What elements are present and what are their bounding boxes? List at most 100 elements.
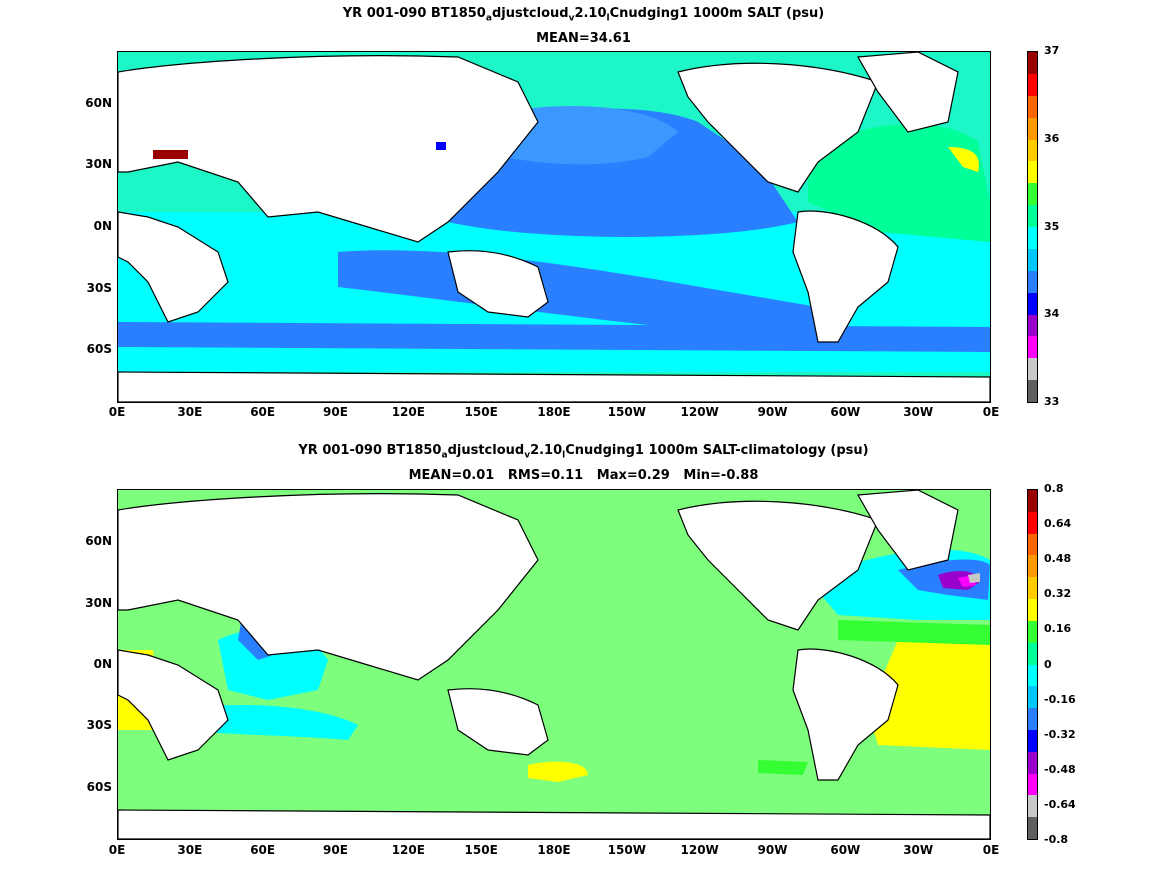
anomaly-colorbar xyxy=(1027,489,1038,840)
colorbar-segment xyxy=(1028,183,1037,206)
p2-ytick-30s: 30S xyxy=(86,718,112,732)
colorbar-segment xyxy=(1028,664,1037,687)
p2-xtick: 0E xyxy=(108,843,126,857)
colorbar-segment xyxy=(1028,729,1037,752)
p1-xtick: 150W xyxy=(607,405,646,419)
southern-ocean-band xyxy=(758,760,808,775)
salinity-map xyxy=(118,52,990,402)
p1-cbar-label: 36 xyxy=(1044,132,1060,145)
colorbar-segment xyxy=(1028,642,1037,665)
p1-xtick: 180E xyxy=(537,405,571,419)
japan-sea-low xyxy=(436,142,446,150)
colorbar-segment xyxy=(1028,795,1037,818)
colorbar-segment xyxy=(1028,248,1037,271)
colorbar-segment xyxy=(1028,490,1037,512)
colorbar-segment xyxy=(1028,773,1037,796)
south-america-land xyxy=(792,648,899,781)
p1-cbar-label: 37 xyxy=(1044,44,1060,57)
panel2-title-line1: YR 001-090 BT1850adjustcloudv2.10lCnudgi… xyxy=(298,443,869,461)
p2-ytick-60n: 60N xyxy=(85,534,112,548)
colorbar-segment xyxy=(1028,555,1037,578)
p1-xtick: 90W xyxy=(757,405,788,419)
p2-xtick: 90E xyxy=(323,843,348,857)
p1-ytick-60n: 60N xyxy=(85,96,112,110)
p2-cbar-label: -0.16 xyxy=(1044,692,1076,706)
colorbar-segment xyxy=(1028,117,1037,140)
colorbar-segment xyxy=(1028,139,1037,162)
antarctica-land xyxy=(118,809,990,839)
greenland-land xyxy=(857,52,959,133)
p1-ytick-30n: 30N xyxy=(85,157,112,171)
colorbar-segment xyxy=(1028,533,1037,556)
greenland-land xyxy=(857,490,959,571)
panel1-title-line2: MEAN=34.61 xyxy=(536,31,631,46)
eurasia-land xyxy=(118,493,539,681)
colorbar-segment xyxy=(1028,380,1037,402)
p1-xtick: 120E xyxy=(391,405,425,419)
p1-cbar-label: 33 xyxy=(1044,395,1060,408)
colorbar-segment xyxy=(1028,161,1037,184)
antarctica-land xyxy=(118,371,990,402)
salinity-map-panel xyxy=(117,51,991,403)
p2-xtick: 30E xyxy=(177,843,203,857)
p1-xtick: 150E xyxy=(464,405,498,419)
colorbar-segment xyxy=(1028,599,1037,621)
p2-cbar-label: 0 xyxy=(1044,657,1052,671)
colorbar-segment xyxy=(1028,708,1037,730)
gulf-stream-grey xyxy=(968,573,980,583)
p1-ytick-60s: 60S xyxy=(86,342,112,356)
salinity-colorbar xyxy=(1027,51,1038,403)
colorbar-segment xyxy=(1028,227,1037,249)
panel1-title-line1: YR 001-090 BT1850adjustcloudv2.10lCnudgi… xyxy=(342,6,825,24)
p2-xtick: 30W xyxy=(903,843,934,857)
africa-land xyxy=(118,211,229,323)
p2-xtick: 0E xyxy=(982,843,1000,857)
colorbar-segment xyxy=(1028,751,1037,774)
p2-ytick-0n: 0N xyxy=(93,657,112,671)
colorbar-segment xyxy=(1028,73,1037,96)
p2-ytick-60s: 60S xyxy=(86,780,112,794)
north-america-land xyxy=(677,62,879,193)
north-america-land xyxy=(677,500,879,631)
p1-xtick: 30E xyxy=(177,405,203,419)
southern-ocean-positive xyxy=(528,761,588,782)
p2-cbar-label: -0.48 xyxy=(1044,762,1076,776)
panel2-title-line2: MEAN=0.01 RMS=0.11 Max=0.29 Min=-0.88 xyxy=(408,468,759,483)
p2-xtick: 150W xyxy=(607,843,646,857)
p2-cbar-label: 0.32 xyxy=(1044,587,1072,601)
colorbar-segment xyxy=(1028,358,1037,381)
colorbar-segment xyxy=(1028,511,1037,534)
colorbar-segment xyxy=(1028,95,1037,118)
south-america-land xyxy=(792,210,899,343)
p2-xtick: 120W xyxy=(680,843,719,857)
p2-xtick: 120E xyxy=(391,843,425,857)
p2-cbar-label: 0.48 xyxy=(1044,552,1072,566)
eurasia-land xyxy=(118,55,539,243)
p1-cbar-label: 34 xyxy=(1044,307,1060,320)
australia-land xyxy=(447,250,549,318)
p2-xtick: 90W xyxy=(757,843,788,857)
colorbar-segment xyxy=(1028,270,1037,293)
salinity-anomaly-map-panel xyxy=(117,489,991,840)
colorbar-segment xyxy=(1028,577,1037,600)
p2-cbar-label: -0.32 xyxy=(1044,727,1076,741)
colorbar-segment xyxy=(1028,817,1037,839)
p1-xtick: 120W xyxy=(680,405,719,419)
p1-xtick: 0E xyxy=(108,405,126,419)
p2-cbar-label: -0.8 xyxy=(1044,833,1069,846)
p2-xtick: 180E xyxy=(537,843,571,857)
colorbar-segment xyxy=(1028,52,1037,74)
p1-xtick: 30W xyxy=(903,405,934,419)
colorbar-segment xyxy=(1028,686,1037,709)
australia-land xyxy=(447,688,549,756)
colorbar-segment xyxy=(1028,314,1037,337)
band-southern-ocean xyxy=(118,322,990,352)
p2-cbar-label: 0.64 xyxy=(1044,517,1072,531)
north-atlantic-salty xyxy=(808,123,990,242)
colorbar-segment xyxy=(1028,292,1037,315)
atlantic-band xyxy=(838,620,990,645)
p1-xtick: 60W xyxy=(830,405,861,419)
mediterranean-outflow xyxy=(948,147,979,172)
salinity-anomaly-map xyxy=(118,490,990,839)
p2-cbar-label: 0.16 xyxy=(1044,622,1072,636)
